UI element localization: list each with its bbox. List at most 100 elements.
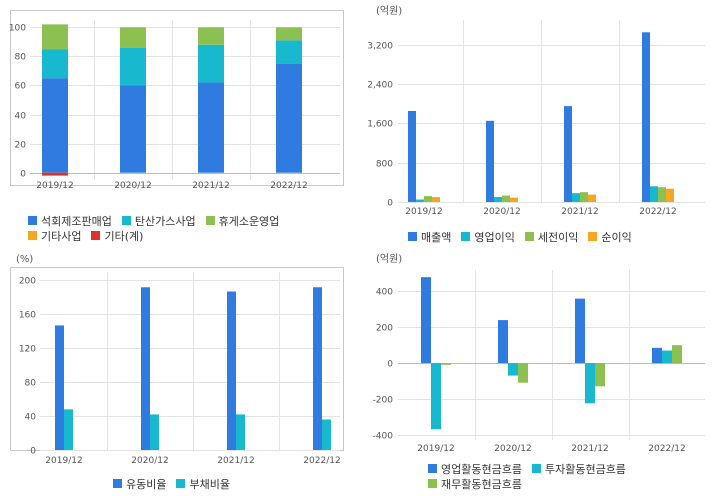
legend-row: 석회제조판매업 탄산가스사업 휴게소운영업 bbox=[28, 213, 289, 228]
x-tick-label: 2020/12 bbox=[483, 207, 520, 217]
y-tick-label: -200 bbox=[373, 396, 394, 406]
chart-4-unit-label: (억원) bbox=[376, 253, 402, 265]
legend-swatch-green bbox=[524, 232, 534, 241]
bar-segment bbox=[276, 27, 302, 41]
bar bbox=[672, 345, 682, 364]
legend-swatch-orange bbox=[588, 232, 598, 241]
legend-label: 부채비율 bbox=[189, 477, 230, 491]
cashflow-chart: -400 -200 0 200 400 2019/12 2020/12 2021/12 2022… bbox=[373, 270, 705, 454]
bar bbox=[662, 350, 672, 364]
legend-swatch-blue bbox=[113, 479, 122, 488]
y-tick-label: 200 bbox=[19, 277, 36, 287]
x-tick-label: 2021/12 bbox=[561, 207, 598, 217]
bar-segment bbox=[120, 47, 146, 86]
bar-segment bbox=[42, 172, 68, 176]
bar bbox=[150, 414, 159, 450]
x-tick-label: 2021/12 bbox=[217, 456, 254, 466]
legend-row: 매출액 영업이익 세전이익 순이익 bbox=[408, 229, 642, 244]
chart-4-legend: 영업활동현금흐름 투자활동현금흐름 재무활동현금흐름 bbox=[428, 461, 636, 491]
y-tick-label: 160 bbox=[19, 311, 36, 321]
legend-swatch-green bbox=[428, 479, 437, 488]
x-tick-label: 2019/12 bbox=[45, 456, 82, 466]
legend-swatch-green bbox=[205, 216, 215, 225]
bar bbox=[595, 363, 605, 387]
legend-swatch-cyan bbox=[461, 232, 471, 241]
legend-item: 기타(계) bbox=[91, 228, 143, 244]
y-tick-label: 200 bbox=[376, 324, 393, 334]
legend-label: 기타사업 bbox=[41, 229, 82, 243]
x-tick-label: 2022/12 bbox=[648, 444, 685, 454]
legend-label: 세전이익 bbox=[537, 230, 579, 244]
legend-label: 탄산가스사업 bbox=[134, 214, 196, 228]
legend-label: 영업이익 bbox=[474, 230, 515, 244]
legend-item: 기타사업 bbox=[28, 228, 81, 244]
y-tick-label: 100 bbox=[9, 24, 26, 34]
y-tick-label: 0 bbox=[387, 199, 393, 209]
bar bbox=[486, 120, 494, 202]
y-tick-label: 40 bbox=[15, 112, 27, 122]
legend-row: 영업활동현금흐름 투자활동현금흐름 bbox=[428, 461, 636, 476]
legend-label: 석회제조판매업 bbox=[41, 214, 112, 228]
y-tick-label: 0 bbox=[30, 447, 36, 457]
legend-row: 유동비율 부채비율 bbox=[113, 476, 240, 491]
bar bbox=[572, 193, 580, 202]
y-tick-label: 40 bbox=[25, 413, 37, 423]
bar bbox=[588, 194, 596, 202]
bar bbox=[141, 287, 150, 450]
x-tick-label: 2019/12 bbox=[405, 207, 442, 217]
legend-label: 유동비율 bbox=[126, 477, 167, 491]
bar-segment bbox=[42, 49, 68, 79]
legend-swatch-blue bbox=[28, 216, 37, 225]
chart-3-legend: 유동비율 부채비율 bbox=[113, 476, 240, 491]
x-tick-label: 2020/12 bbox=[114, 181, 151, 191]
bar bbox=[421, 277, 431, 364]
legend-item: 영업이익 bbox=[461, 229, 515, 245]
legend-item: 매출액 bbox=[408, 229, 451, 245]
bar-segment bbox=[42, 78, 68, 173]
y-tick-label: 120 bbox=[19, 345, 36, 355]
bar bbox=[642, 32, 650, 202]
legend-item: 유동비율 bbox=[113, 476, 166, 492]
legend-swatch-red bbox=[91, 231, 101, 240]
bar-segment bbox=[198, 82, 224, 173]
bar bbox=[313, 287, 322, 450]
bar bbox=[498, 320, 508, 364]
bar bbox=[441, 363, 451, 365]
bar-segment bbox=[120, 27, 146, 48]
legend-label: 순이익 bbox=[601, 230, 632, 244]
bar bbox=[666, 188, 674, 202]
bar bbox=[322, 419, 331, 450]
y-tick-label: 1,600 bbox=[367, 120, 393, 130]
legend-label: 매출액 bbox=[421, 230, 452, 244]
bar-segment bbox=[42, 24, 68, 50]
bar bbox=[508, 363, 518, 376]
legend-item: 부채비율 bbox=[176, 476, 230, 492]
bar bbox=[432, 197, 440, 202]
bar-segment bbox=[120, 85, 146, 173]
x-tick-label: 2022/12 bbox=[639, 207, 676, 217]
legend-row: 기타사업 기타(계) bbox=[28, 228, 289, 243]
chart-1-legend: 석회제조판매업 탄산가스사업 휴게소운영업 기타사업 기타(계) bbox=[28, 213, 289, 243]
y-tick-label: 2,400 bbox=[367, 81, 393, 91]
bar bbox=[416, 199, 424, 202]
y-tick-label: 3,200 bbox=[367, 42, 393, 52]
legend-item: 순이익 bbox=[588, 229, 632, 245]
legend-item: 석회제조판매업 bbox=[28, 213, 112, 229]
bar bbox=[580, 192, 588, 202]
bar-segment bbox=[276, 63, 302, 173]
x-tick-label: 2021/12 bbox=[192, 181, 229, 191]
legend-label: 재무활동현금흐름 bbox=[441, 477, 522, 491]
y-tick-label: 20 bbox=[15, 141, 27, 151]
y-tick-label: 400 bbox=[376, 288, 393, 298]
bar bbox=[518, 363, 528, 383]
legend-item: 세전이익 bbox=[524, 229, 579, 245]
bar bbox=[658, 187, 666, 202]
y-tick-label: 800 bbox=[376, 160, 393, 170]
bar bbox=[585, 363, 595, 404]
bar bbox=[227, 291, 236, 450]
ratio-chart: 0 40 80 120 160 200 2019/12 2020/12 2021/12 2022/… bbox=[19, 272, 341, 466]
legend-label: 투자활동현금흐름 bbox=[544, 462, 626, 476]
y-tick-label: -400 bbox=[373, 432, 394, 442]
y-tick-label: 80 bbox=[25, 379, 37, 389]
